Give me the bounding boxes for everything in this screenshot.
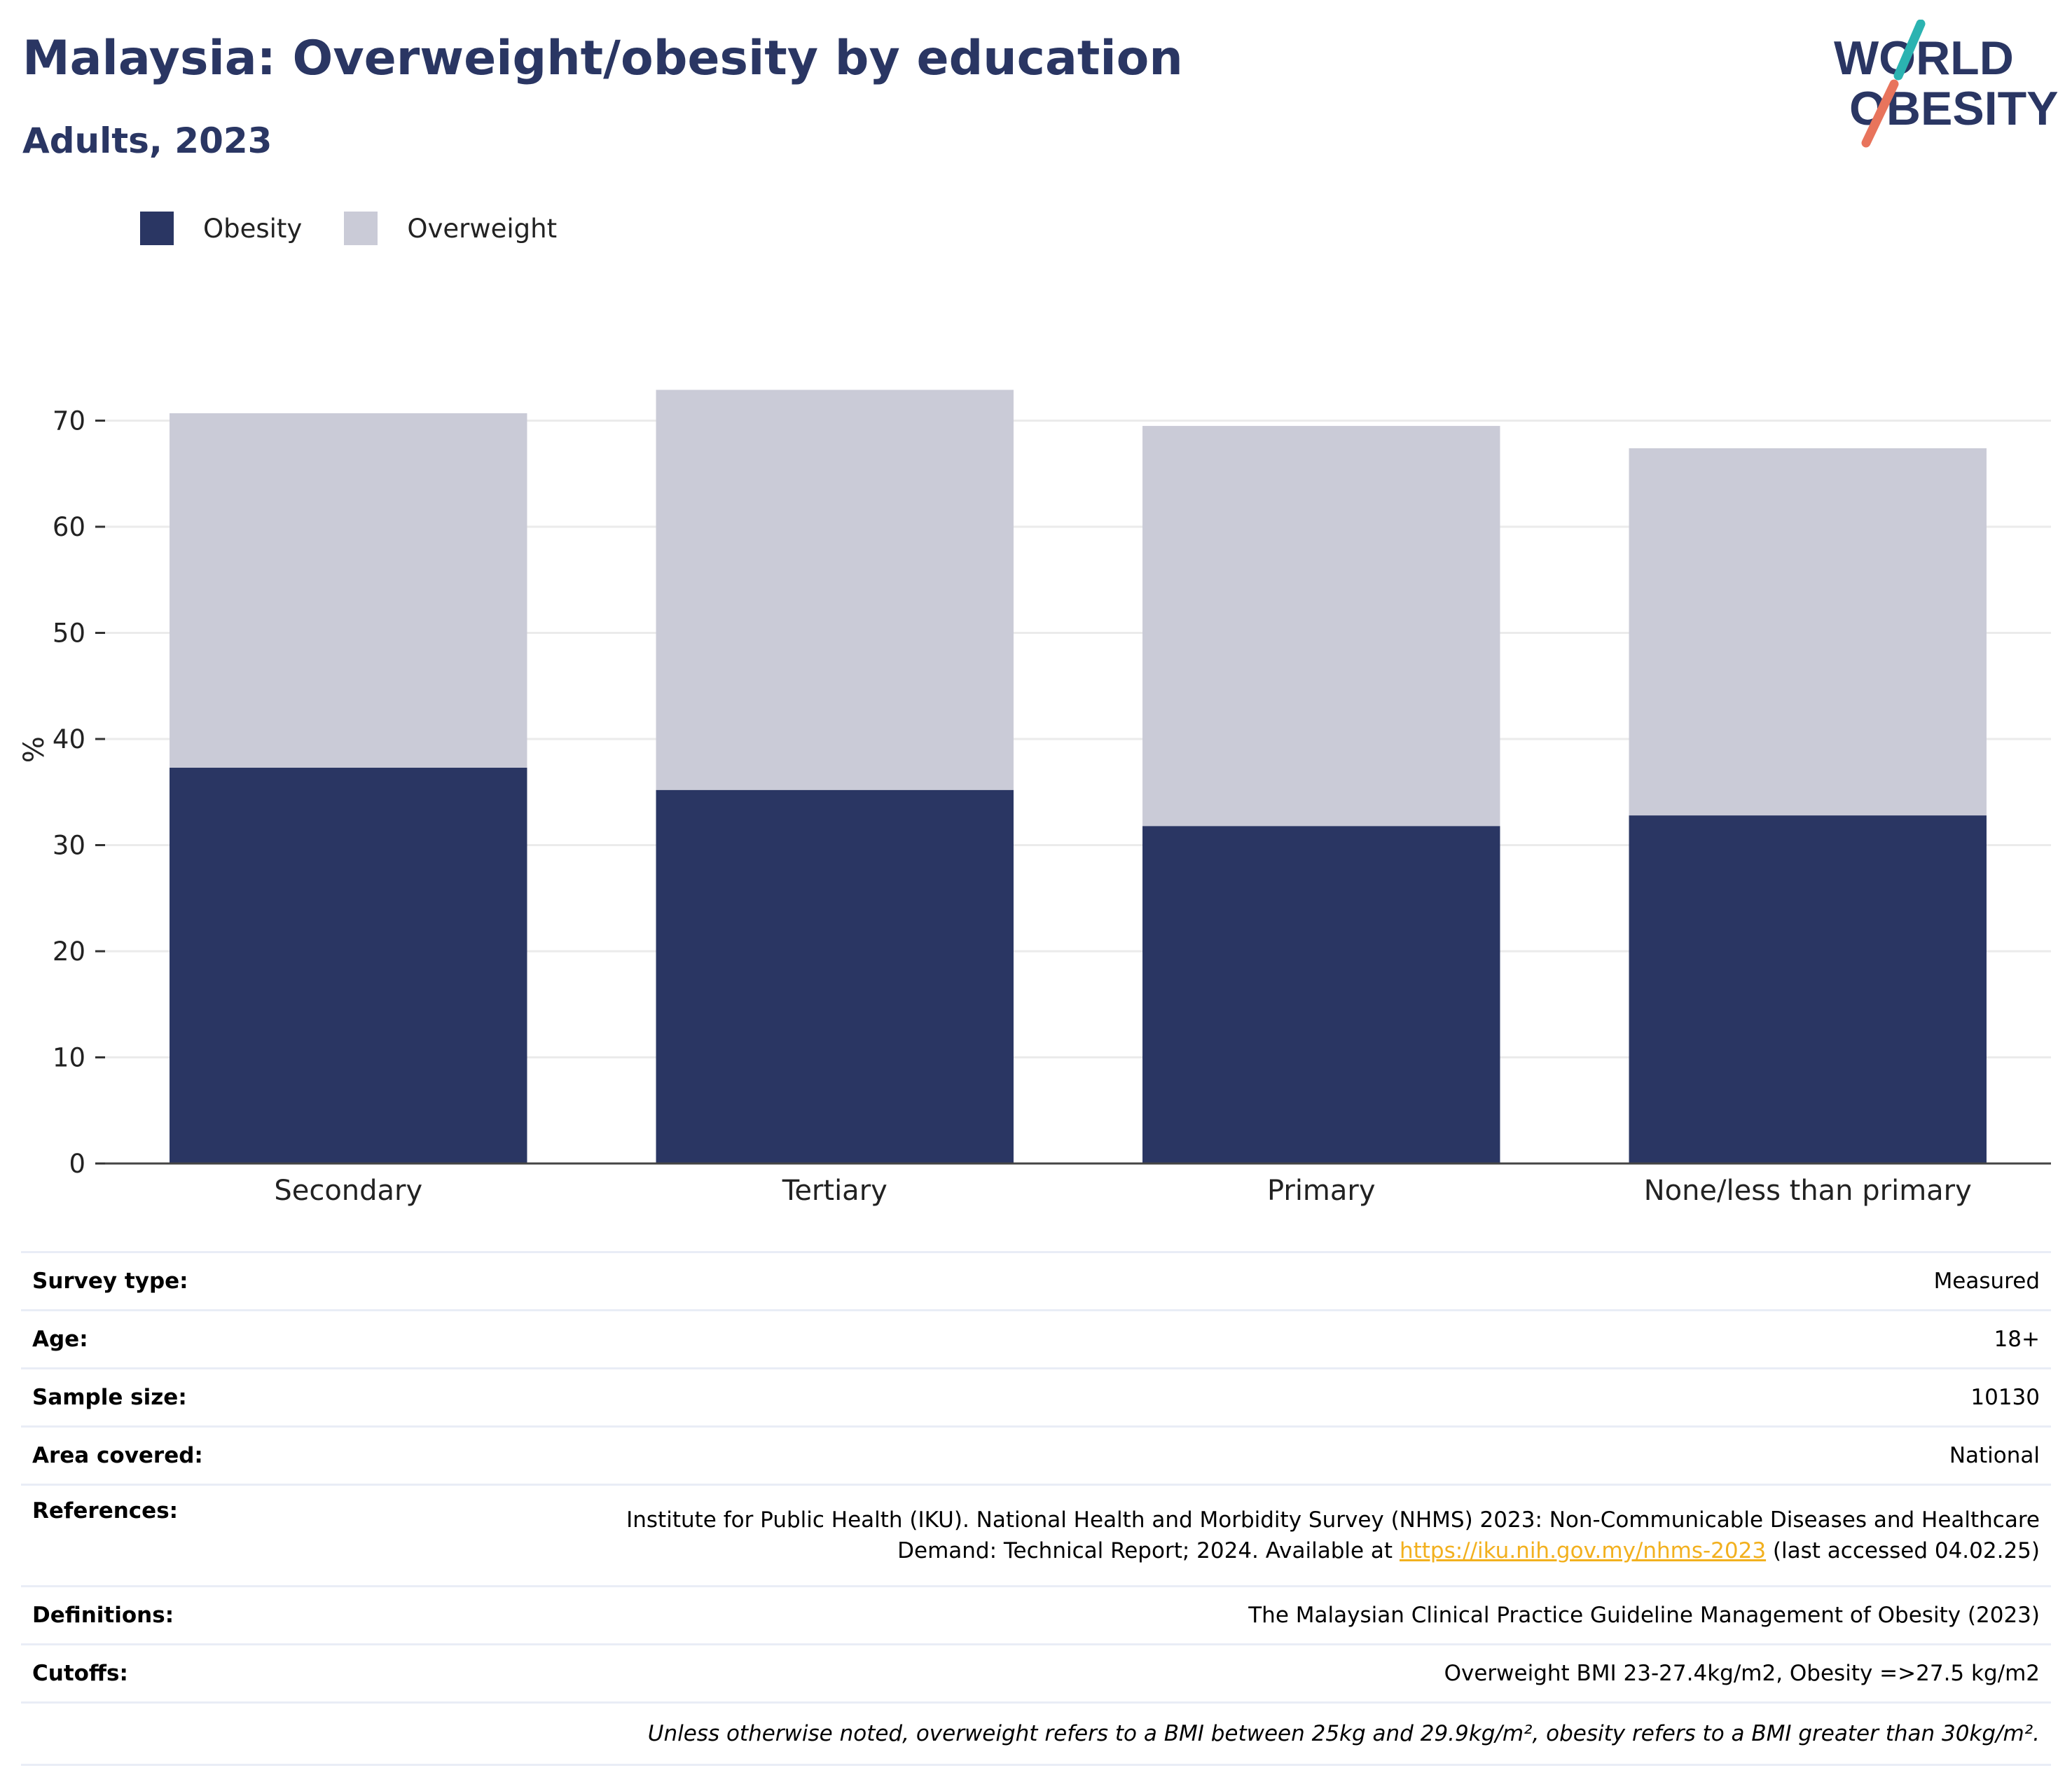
info-label: Definitions:	[21, 1585, 408, 1645]
y-tick-label: 50	[53, 619, 85, 649]
info-label: Survey type:	[21, 1251, 408, 1311]
bar-obesity-2[interactable]	[1142, 826, 1500, 1163]
info-label: Sample size:	[21, 1367, 408, 1427]
info-row-definitions: Definitions: The Malaysian Clinical Prac…	[21, 1585, 2051, 1645]
reference-line-2-post: (last accessed 04.02.25)	[1766, 1538, 2040, 1563]
bar-overweight-1[interactable]	[656, 389, 1014, 790]
y-tick-label: 30	[53, 831, 85, 861]
y-tick-label: 70	[53, 406, 85, 436]
bar-overweight-0[interactable]	[170, 413, 527, 768]
info-row-cutoffs: Cutoffs: Overweight BMI 23-27.4kg/m2, Ob…	[21, 1643, 2051, 1703]
bar-overweight-3[interactable]	[1629, 448, 1987, 816]
legend-swatch-obesity	[140, 212, 174, 245]
info-label: Cutoffs:	[21, 1643, 408, 1703]
info-row-note: Unless otherwise noted, overweight refer…	[21, 1701, 2051, 1766]
info-value: Measured	[408, 1251, 2051, 1311]
reference-line-2-pre: Demand: Technical Report; 2024. Availabl…	[897, 1538, 1400, 1563]
logo-line-1: WORLD	[1834, 32, 2014, 85]
info-label: Age:	[21, 1309, 408, 1369]
chart-legend: Obesity Overweight	[140, 210, 599, 247]
axes: 0 10 20 30 40 50 60 70% Secondary Tertiary Primary…	[18, 406, 2051, 1207]
x-tick-label: Primary	[1267, 1175, 1376, 1207]
legend-label-overweight: Overweight	[407, 213, 558, 244]
bar-obesity-0[interactable]	[170, 767, 527, 1163]
y-tick-label: 20	[53, 937, 85, 967]
x-tick-label: Tertiary	[782, 1175, 887, 1207]
page-title: Malaysia: Overweight/obesity by educatio…	[22, 31, 1183, 86]
info-row-references: References: Institute for Public Health …	[21, 1484, 2051, 1587]
legend-label-obesity: Obesity	[203, 213, 303, 244]
info-value-references: Institute for Public Health (IKU). Natio…	[408, 1484, 2051, 1587]
info-label: References:	[21, 1484, 408, 1587]
y-tick-label: 40	[53, 724, 85, 754]
y-tick-label: 0	[69, 1149, 85, 1179]
x-tick-label: None/less than primary	[1644, 1175, 1972, 1207]
x-tick-label: Secondary	[274, 1175, 422, 1207]
info-value: 18+	[408, 1309, 2051, 1369]
info-value: National	[408, 1425, 2051, 1485]
legend-swatch-overweight	[344, 212, 378, 245]
bar-obesity-3[interactable]	[1629, 815, 1987, 1163]
survey-info-table: Survey type: Measured Age: 18+ Sample si…	[21, 1251, 2051, 1766]
y-tick-label: 60	[53, 512, 85, 542]
reference-line-1: Institute for Public Health (IKU). Natio…	[626, 1507, 2040, 1533]
info-label: Area covered:	[21, 1425, 408, 1485]
bar-obesity-1[interactable]	[656, 789, 1014, 1163]
legend-item-obesity[interactable]: Obesity	[140, 212, 302, 245]
y-tick-label: 10	[53, 1043, 85, 1073]
info-row-age: Age: 18+	[21, 1309, 2051, 1369]
note-spacer	[21, 1701, 408, 1766]
bars	[170, 389, 1987, 1163]
legend-item-overweight[interactable]: Overweight	[344, 212, 557, 245]
info-row-survey-type: Survey type: Measured	[21, 1251, 2051, 1311]
info-value: The Malaysian Clinical Practice Guidelin…	[408, 1585, 2051, 1645]
logo-slash-teal	[1893, 20, 1926, 81]
reference-link[interactable]: https://iku.nih.gov.my/nhms-2023	[1399, 1538, 1767, 1563]
info-value: Overweight BMI 23-27.4kg/m2, Obesity =>2…	[408, 1643, 2051, 1703]
info-row-sample-size: Sample size: 10130	[21, 1367, 2051, 1427]
info-row-area-covered: Area covered: National	[21, 1425, 2051, 1485]
logo-slash-coral	[1861, 79, 1899, 148]
footnote: Unless otherwise noted, overweight refer…	[408, 1701, 2051, 1766]
bar-overweight-2[interactable]	[1142, 426, 1500, 827]
y-axis-label: %	[18, 736, 50, 763]
info-value: 10130	[408, 1367, 2051, 1427]
page-subtitle: Adults, 2023	[22, 120, 272, 161]
world-obesity-logo: WORLD OBESITY	[1834, 20, 2059, 148]
stacked-bar-chart: 0 10 20 30 40 50 60 70% Secondary Tertiary Primary…	[18, 389, 2051, 1207]
